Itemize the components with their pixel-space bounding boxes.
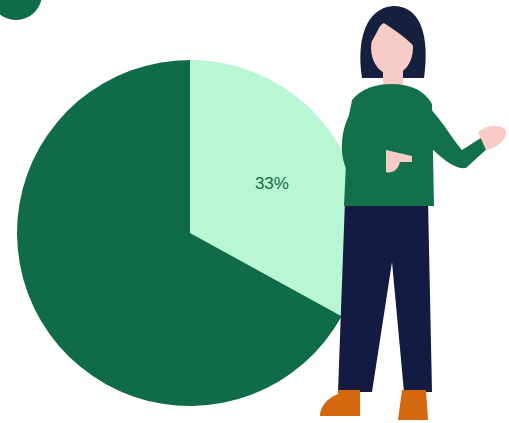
presenter-illustration (320, 6, 506, 420)
hand-right (478, 126, 506, 150)
hand-left (386, 150, 412, 173)
pie-slice (17, 60, 342, 406)
shoe-left (320, 390, 360, 416)
pants (338, 200, 432, 392)
data-label: 33% (255, 174, 289, 193)
fringe (370, 12, 416, 48)
shoe-right (398, 390, 428, 420)
pie (17, 60, 363, 406)
arm-left (342, 106, 390, 172)
corner-badge (0, 0, 42, 20)
pie-labels: 33% (255, 174, 289, 193)
hair (360, 6, 425, 78)
chart-canvas: 33% (0, 0, 509, 423)
